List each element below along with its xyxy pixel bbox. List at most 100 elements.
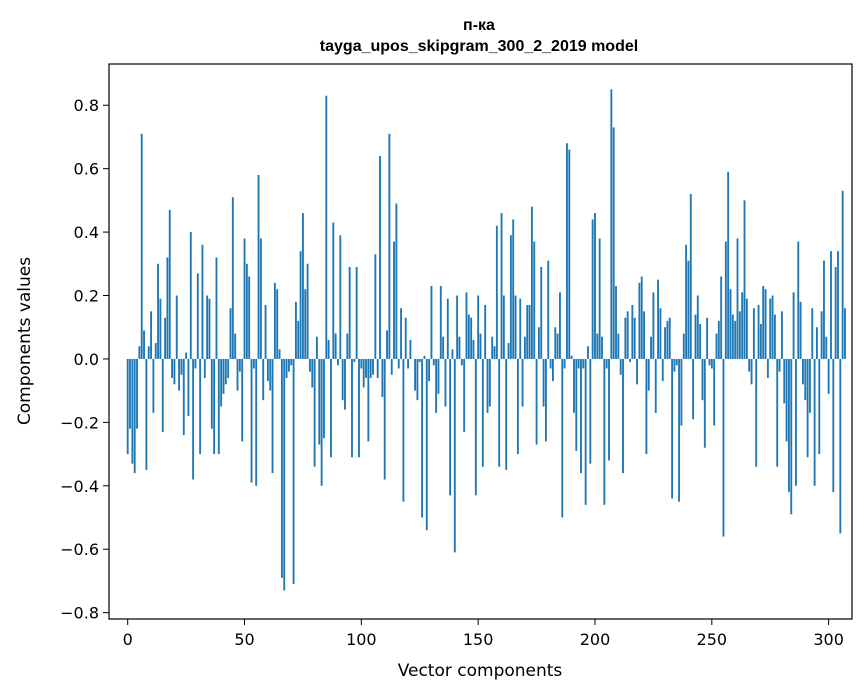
bar-267	[750, 358, 753, 385]
bar-240	[687, 260, 690, 359]
bar-256	[724, 241, 727, 359]
bar-62	[271, 358, 274, 474]
bar-176	[537, 327, 540, 359]
bar-296	[818, 358, 821, 455]
bar-11	[152, 358, 155, 413]
bar-2	[131, 358, 134, 464]
x-axis-ticks: 0 50 100 150 200 250 300	[123, 619, 844, 649]
y-tick-label: −0.4	[60, 477, 99, 496]
bar-182	[551, 358, 554, 382]
bar-226	[654, 358, 657, 413]
bar-40	[220, 358, 223, 407]
bar-231	[666, 320, 669, 359]
bar-104	[369, 358, 372, 378]
bar-70	[290, 358, 293, 366]
bar-219	[638, 282, 641, 359]
bar-241	[689, 194, 692, 359]
bar-187	[563, 358, 566, 369]
bar-97	[353, 358, 356, 363]
bar-245	[699, 324, 702, 359]
bar-146	[467, 314, 470, 359]
bar-192	[575, 358, 578, 451]
chart-title: п-ка	[463, 17, 495, 34]
bar-129	[428, 358, 431, 382]
bar-261	[736, 238, 739, 359]
chart-subtitle: tayga_upos_skipgram_300_2_2019 model	[320, 38, 638, 55]
bar-79	[311, 358, 314, 388]
bar-94	[346, 333, 349, 359]
bar-55	[255, 358, 258, 486]
bar-196	[584, 358, 587, 505]
bar-114	[393, 241, 395, 359]
x-tick-label: 0	[123, 630, 133, 649]
bar-41	[222, 358, 225, 394]
bar-12	[154, 343, 157, 359]
bar-158	[495, 225, 498, 359]
bar-29	[194, 358, 197, 369]
bar-53	[250, 358, 253, 483]
bar-73	[297, 320, 300, 359]
bar-93	[344, 358, 346, 410]
bar-278	[776, 358, 779, 467]
bar-262	[738, 311, 741, 359]
bar-156	[491, 336, 494, 359]
bar-142	[458, 336, 461, 359]
bar-203	[601, 336, 603, 359]
bar-111	[386, 330, 388, 359]
bar-148	[472, 339, 475, 359]
bar-276	[771, 295, 774, 359]
bar-210	[617, 333, 620, 359]
bar-1	[129, 358, 131, 429]
bar-125	[418, 358, 421, 363]
bar-248	[706, 317, 709, 359]
x-tick-label: 300	[813, 630, 844, 649]
bar-99	[358, 358, 360, 458]
bar-9	[147, 346, 150, 359]
bar-145	[465, 292, 468, 359]
bar-260	[734, 320, 737, 359]
x-axis-label: Vector components	[398, 661, 563, 681]
bar-56	[257, 175, 260, 359]
bar-106	[374, 254, 377, 359]
bar-183	[554, 327, 557, 359]
bar-232	[668, 317, 671, 359]
bar-32	[201, 244, 204, 359]
bar-174	[533, 241, 536, 359]
bar-42	[224, 358, 227, 385]
bar-184	[556, 333, 559, 359]
bar-85	[325, 95, 328, 359]
bar-47	[236, 358, 239, 391]
bar-208	[612, 127, 615, 359]
bar-302	[832, 358, 835, 493]
bar-130	[430, 286, 433, 359]
bar-272	[762, 286, 765, 359]
bar-194	[580, 358, 582, 474]
bar-51	[245, 263, 248, 359]
bar-291	[806, 358, 809, 458]
bar-204	[603, 358, 606, 505]
bar-149	[474, 358, 477, 496]
bar-160	[500, 213, 503, 359]
bar-154	[486, 358, 489, 413]
bar-164	[509, 235, 512, 359]
bar-131	[432, 358, 435, 366]
bar-74	[299, 251, 302, 359]
bar-163	[507, 343, 510, 359]
bar-109	[381, 358, 384, 397]
bar-24	[182, 358, 185, 436]
bar-221	[643, 311, 645, 359]
bar-46	[234, 333, 237, 359]
bar-121	[409, 339, 412, 359]
bar-217	[633, 317, 636, 359]
bar-165	[512, 219, 515, 359]
bar-199	[591, 219, 594, 359]
bar-166	[514, 295, 517, 359]
bar-246	[701, 358, 704, 401]
bar-293	[811, 308, 814, 359]
bar-287	[797, 241, 800, 359]
bar-298	[823, 260, 825, 359]
bar-269	[755, 358, 758, 467]
x-tick-label: 250	[697, 630, 728, 649]
bar-198	[589, 358, 592, 464]
bar-249	[708, 358, 711, 366]
